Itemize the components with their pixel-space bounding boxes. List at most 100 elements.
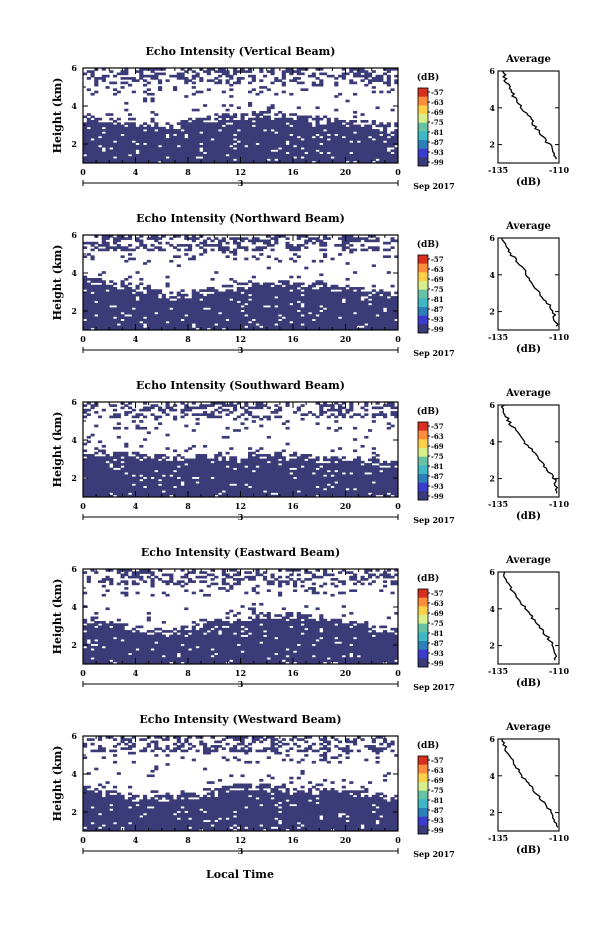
heatmap-cell: [285, 287, 290, 290]
heatmap-cell: [180, 485, 185, 489]
heatmap-cell: [150, 404, 155, 407]
heatmap-cell: [323, 156, 328, 159]
heatmap-cell: [308, 302, 313, 306]
heatmap-cell: [191, 413, 196, 416]
heatmap-cell: [274, 289, 279, 292]
heatmap-cell: [135, 451, 140, 455]
heatmap-cell: [225, 469, 230, 473]
heatmap-cell: [203, 458, 208, 462]
heatmap-cell: [173, 255, 178, 259]
heatmap-cell: [229, 411, 234, 414]
heatmap-cell: [259, 129, 264, 132]
heatmap-cell: [296, 325, 301, 329]
heatmap-cell: [128, 235, 133, 238]
heatmap-cell: [120, 476, 125, 480]
heatmap-cell: [323, 289, 328, 292]
heatmap-cell: [375, 131, 380, 134]
heatmap-cell: [319, 287, 324, 290]
heatmap-cell: [248, 126, 253, 130]
heatmap-cell: [180, 153, 185, 157]
heatmap-cell: [146, 248, 151, 252]
heatmap-cell: [120, 300, 125, 304]
heatmap-cell: [169, 483, 174, 487]
heatmap-cell: [229, 463, 234, 466]
heatmap-cell: [386, 327, 391, 331]
heatmap-cell: [143, 158, 148, 162]
heatmap-cell: [101, 492, 106, 496]
heatmap-cell: [330, 74, 335, 78]
heatmap-cell: [135, 415, 140, 419]
heatmap-cell: [214, 147, 219, 150]
heatmap-cell: [221, 485, 226, 489]
heatmap-cell: [86, 311, 91, 315]
heatmap-cell: [338, 318, 343, 322]
heatmap-cell: [240, 124, 245, 128]
heatmap-cell: [94, 481, 99, 484]
heatmap-cell: [248, 122, 253, 125]
heatmap-cell: [323, 327, 328, 331]
heatmap-cell: [113, 465, 118, 468]
heatmap-cell: [248, 120, 253, 123]
heatmap-cell: [150, 406, 155, 410]
heatmap-cell: [90, 151, 95, 155]
heatmap-cell: [308, 142, 313, 146]
heatmap-cell: [173, 323, 178, 326]
heatmap-cell: [218, 300, 223, 304]
heatmap-cell: [285, 133, 290, 137]
heatmap-cell: [341, 314, 346, 317]
heatmap-cell: [139, 135, 144, 139]
heatmap-cell: [244, 298, 249, 301]
heatmap-cell: [356, 300, 361, 304]
heatmap-cell: [274, 129, 279, 132]
heatmap-cell: [105, 300, 110, 304]
heatmap-cell: [293, 318, 298, 322]
heatmap-cell: [353, 271, 358, 274]
heatmap-cell: [315, 307, 320, 311]
heatmap-cell: [154, 113, 159, 116]
heatmap-cell: [371, 144, 376, 148]
heatmap-cell: [379, 327, 384, 331]
heatmap-cell: [203, 474, 208, 478]
heatmap-cell: [98, 494, 103, 498]
heatmap-cell: [195, 300, 200, 304]
heatmap-cell: [135, 158, 140, 162]
heatmap-cell: [199, 320, 204, 324]
heatmap-cell: [375, 79, 380, 82]
heatmap-cell: [221, 113, 226, 116]
heatmap-cell: [304, 115, 309, 119]
heatmap-cell: [263, 131, 268, 134]
heatmap-cell: [109, 149, 114, 153]
heatmap-cell: [281, 490, 286, 493]
heatmap-cell: [214, 476, 219, 480]
heatmap-cell: [113, 302, 118, 306]
heatmap-cell: [105, 302, 110, 306]
heatmap-cell: [116, 451, 121, 455]
heatmap-cell: [379, 90, 384, 94]
heatmap-cell: [225, 293, 230, 297]
heatmap-cell: [233, 485, 238, 489]
heatmap-cell: [278, 454, 283, 457]
heatmap-cell: [304, 314, 309, 317]
heatmap-cell: [139, 138, 144, 141]
heatmap-cell: [360, 237, 365, 240]
heatmap-cell: [319, 156, 324, 159]
heatmap-cell: [386, 271, 391, 274]
heatmap-cell: [165, 483, 170, 487]
heatmap-cell: [394, 149, 399, 153]
heatmap-cell: [184, 467, 189, 471]
heatmap-cell: [293, 284, 298, 288]
heatmap-cell: [356, 314, 361, 317]
heatmap-cell: [128, 467, 133, 471]
heatmap-cell: [375, 135, 380, 139]
heatmap-cell: [263, 110, 268, 114]
heatmap-cell: [214, 124, 219, 128]
heatmap-cell: [233, 135, 238, 139]
heatmap-cell: [300, 298, 305, 301]
heatmap-cell: [206, 305, 211, 308]
heatmap-cell: [255, 472, 260, 475]
heatmap-cell: [368, 314, 373, 317]
heatmap-cell: [225, 129, 230, 132]
heatmap-cell: [218, 149, 223, 153]
heatmap-cell: [345, 246, 350, 249]
heatmap-cell: [188, 257, 193, 261]
